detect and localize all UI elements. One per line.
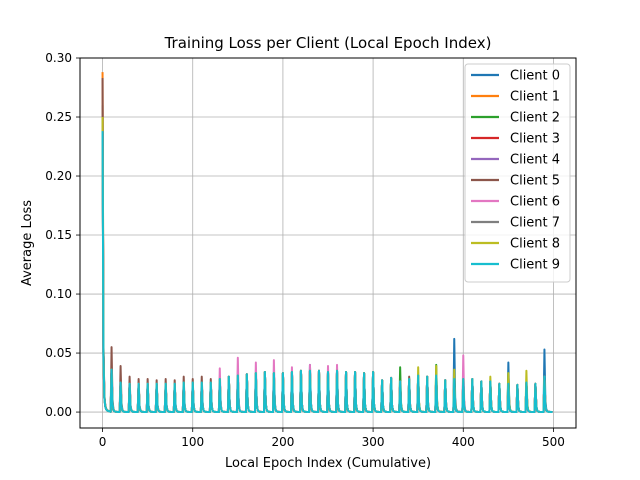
y-tick-label: 0.30 <box>45 51 72 65</box>
x-tick-label: 100 <box>181 435 204 449</box>
legend-label: Client 6 <box>510 195 560 210</box>
y-tick-label: 0.25 <box>45 110 72 124</box>
legend-label: Client 0 <box>510 69 560 84</box>
x-axis-label: Local Epoch Index (Cumulative) <box>225 456 431 471</box>
y-axis-ticks: 0.00 0.05 0.10 0.15 0.20 0.25 0.30 <box>45 51 80 419</box>
legend-label: Client 3 <box>510 132 560 147</box>
legend-label: Client 5 <box>510 174 560 189</box>
axes-frame <box>79 57 577 429</box>
x-axis-ticks: 0 100 200 300 400 500 <box>99 428 565 449</box>
x-tick-label: 200 <box>271 435 294 449</box>
legend-label: Client 7 <box>510 216 560 231</box>
series-line-client-9 <box>101 131 553 414</box>
legend-label: Client 9 <box>510 258 560 273</box>
y-axis-label: Average Loss <box>20 200 35 286</box>
legend-label: Client 8 <box>510 237 560 252</box>
legend-label: Client 1 <box>510 90 560 105</box>
y-tick-label: 0.05 <box>45 346 72 360</box>
x-tick-label: 300 <box>362 435 385 449</box>
x-tick-label: 0 <box>99 435 107 449</box>
legend-box <box>464 63 571 283</box>
y-tick-label: 0.00 <box>45 405 72 419</box>
legend-label: Client 4 <box>510 153 560 168</box>
chart-title: Training Loss per Client (Local Epoch In… <box>164 34 492 52</box>
plot-series <box>101 72 553 414</box>
legend-label: Client 2 <box>510 111 560 126</box>
legend: Client 0 Client 1 Client 2 Client 3 Client 4… <box>464 63 571 283</box>
x-tick-label: 500 <box>542 435 565 449</box>
x-tick-label: 400 <box>452 435 475 449</box>
y-tick-label: 0.10 <box>45 287 72 301</box>
y-tick-label: 0.20 <box>45 169 72 183</box>
y-tick-label: 0.15 <box>45 228 72 242</box>
